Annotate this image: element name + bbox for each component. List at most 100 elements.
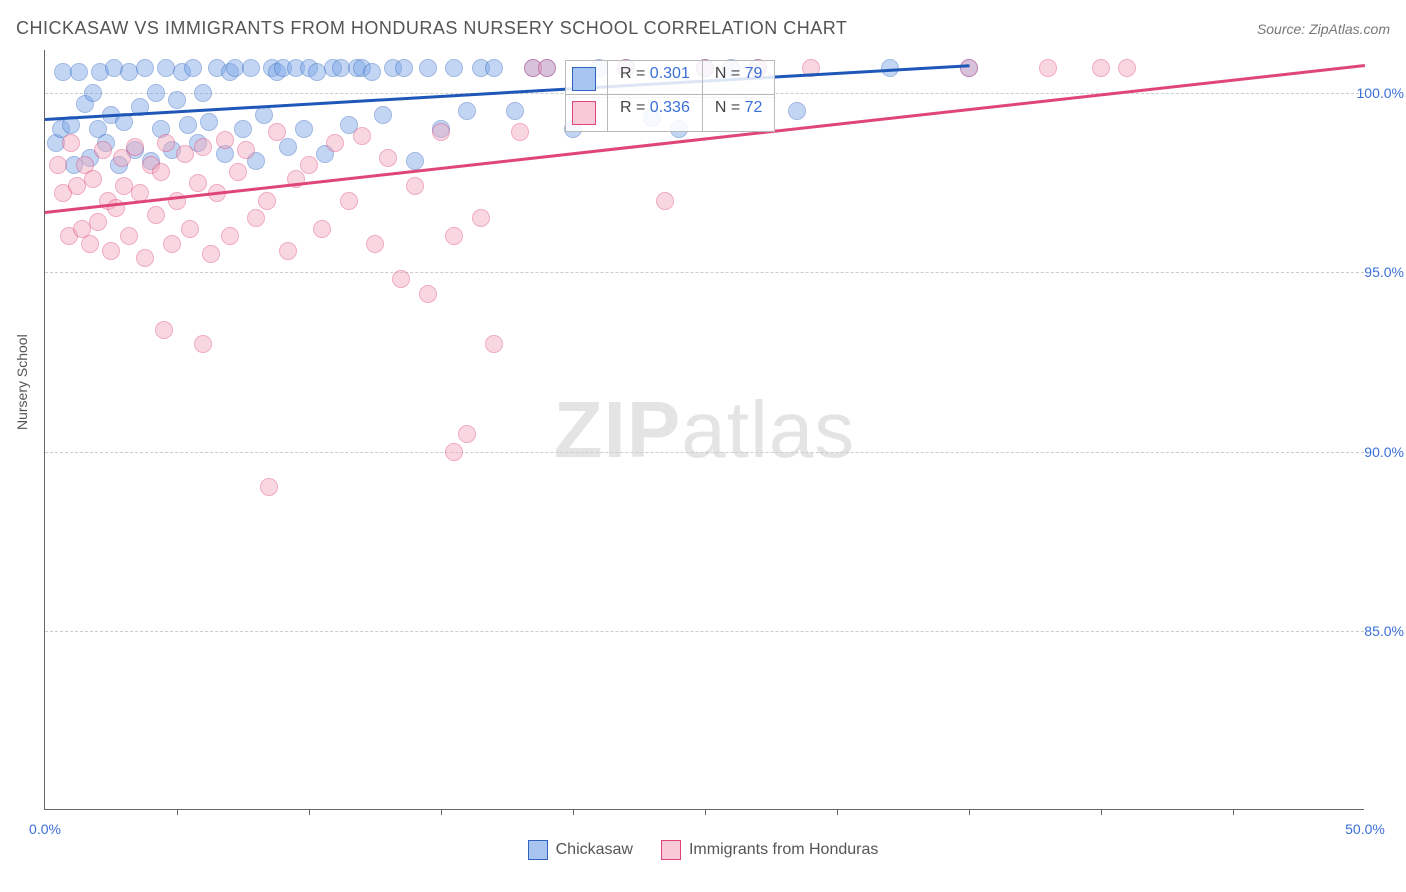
scatter-point xyxy=(216,131,234,149)
chart-title: CHICKASAW VS IMMIGRANTS FROM HONDURAS NU… xyxy=(16,18,847,39)
scatter-point xyxy=(179,116,197,134)
scatter-point xyxy=(279,138,297,156)
scatter-point xyxy=(260,478,278,496)
scatter-point xyxy=(406,177,424,195)
scatter-point xyxy=(295,120,313,138)
scatter-point xyxy=(49,156,67,174)
scatter-point xyxy=(89,213,107,231)
scatter-point xyxy=(458,102,476,120)
scatter-point xyxy=(326,134,344,152)
xtick-mark xyxy=(705,809,706,815)
scatter-point xyxy=(279,242,297,260)
scatter-point xyxy=(221,227,239,245)
scatter-point xyxy=(184,59,202,77)
scatter-point xyxy=(202,245,220,263)
scatter-point xyxy=(445,227,463,245)
scatter-point xyxy=(395,59,413,77)
scatter-point xyxy=(168,192,186,210)
scatter-point xyxy=(200,113,218,131)
scatter-point xyxy=(511,123,529,141)
scatter-point xyxy=(1092,59,1110,77)
scatter-point xyxy=(194,84,212,102)
scatter-point xyxy=(62,134,80,152)
scatter-point xyxy=(194,335,212,353)
scatter-point xyxy=(229,163,247,181)
scatter-point xyxy=(258,192,276,210)
scatter-point xyxy=(363,63,381,81)
legend-swatch xyxy=(528,840,548,860)
gridline xyxy=(45,631,1364,632)
scatter-point xyxy=(136,59,154,77)
scatter-point xyxy=(168,91,186,109)
scatter-point xyxy=(176,145,194,163)
scatter-point xyxy=(538,59,556,77)
scatter-point xyxy=(181,220,199,238)
scatter-point xyxy=(353,127,371,145)
scatter-point xyxy=(392,270,410,288)
stats-box: R = 0.301N = 79 xyxy=(565,60,775,98)
scatter-point xyxy=(379,149,397,167)
scatter-point xyxy=(84,170,102,188)
gridline xyxy=(45,272,1364,273)
scatter-point xyxy=(147,206,165,224)
scatter-point xyxy=(247,209,265,227)
scatter-point xyxy=(157,134,175,152)
scatter-point xyxy=(155,321,173,339)
bottom-legend: Chickasaw Immigrants from Honduras xyxy=(0,840,1406,860)
scatter-point xyxy=(313,220,331,238)
stat-n: N = 72 xyxy=(703,95,775,131)
scatter-point xyxy=(102,242,120,260)
scatter-point xyxy=(242,59,260,77)
legend-item: Immigrants from Honduras xyxy=(661,840,878,860)
scatter-point xyxy=(445,59,463,77)
scatter-point xyxy=(458,425,476,443)
scatter-point xyxy=(1039,59,1057,77)
plot-area: ZIPatlas 85.0%90.0%95.0%100.0%0.0%50.0%R… xyxy=(44,50,1364,810)
scatter-point xyxy=(656,192,674,210)
yaxis-label: Nursery School xyxy=(14,334,30,430)
scatter-point xyxy=(81,235,99,253)
scatter-point xyxy=(234,120,252,138)
scatter-point xyxy=(1118,59,1136,77)
xtick-mark xyxy=(1101,809,1102,815)
scatter-point xyxy=(419,59,437,77)
ytick-label: 95.0% xyxy=(1364,264,1404,280)
legend-label: Chickasaw xyxy=(556,841,633,859)
scatter-point xyxy=(163,235,181,253)
xtick-mark xyxy=(969,809,970,815)
scatter-point xyxy=(136,249,154,267)
legend-swatch xyxy=(661,840,681,860)
legend-swatch xyxy=(572,101,596,125)
ytick-label: 100.0% xyxy=(1357,85,1404,101)
xtick-mark xyxy=(573,809,574,815)
scatter-point xyxy=(340,192,358,210)
legend-label: Immigrants from Honduras xyxy=(689,841,878,859)
scatter-point xyxy=(189,174,207,192)
legend-item: Chickasaw xyxy=(528,840,633,860)
scatter-point xyxy=(120,227,138,245)
xtick-label: 0.0% xyxy=(29,821,61,837)
stat-n: N = 79 xyxy=(703,61,775,97)
stats-box: R = 0.336N = 72 xyxy=(565,94,775,132)
watermark: ZIPatlas xyxy=(554,384,855,476)
xtick-mark xyxy=(309,809,310,815)
xtick-mark xyxy=(177,809,178,815)
stat-r: R = 0.301 xyxy=(608,61,703,97)
scatter-point xyxy=(419,285,437,303)
scatter-point xyxy=(194,138,212,156)
scatter-point xyxy=(255,106,273,124)
source-label: Source: ZipAtlas.com xyxy=(1257,21,1390,37)
scatter-point xyxy=(788,102,806,120)
scatter-point xyxy=(374,106,392,124)
scatter-point xyxy=(152,163,170,181)
scatter-point xyxy=(268,123,286,141)
legend-swatch xyxy=(572,67,596,91)
scatter-point xyxy=(366,235,384,253)
scatter-point xyxy=(147,84,165,102)
scatter-point xyxy=(237,141,255,159)
stat-r: R = 0.336 xyxy=(608,95,703,131)
xtick-mark xyxy=(837,809,838,815)
scatter-point xyxy=(126,138,144,156)
scatter-point xyxy=(445,443,463,461)
scatter-point xyxy=(485,59,503,77)
